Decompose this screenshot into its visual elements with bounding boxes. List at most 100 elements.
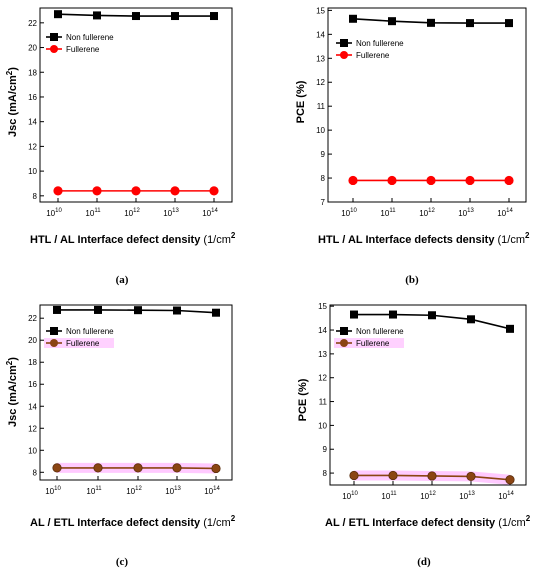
y-axis-label: PCE (%) <box>295 80 307 123</box>
y-axis-label: PCE (%) <box>297 378 309 421</box>
data-point-circle <box>52 463 62 473</box>
data-point-circle <box>387 175 397 186</box>
x-tick-label: 1013 <box>459 491 475 501</box>
legend: Non fullerene Fullerene <box>44 327 114 348</box>
data-point-circle <box>92 186 102 196</box>
plot-frame <box>329 304 527 486</box>
legend-marker-circle <box>50 45 58 53</box>
y-tick-label: 10 <box>28 446 37 455</box>
y-tick-label: 7 <box>321 198 326 207</box>
x-axis-label: HTL / AL Interface defect density (1/cm2 <box>30 231 236 246</box>
y-tick-label: 20 <box>28 336 37 345</box>
data-point-square <box>349 14 357 23</box>
data-point-circle <box>426 175 436 186</box>
data-point-circle <box>427 471 437 481</box>
data-point-circle <box>93 463 103 473</box>
legend-marker-circle <box>340 339 348 347</box>
series-0 <box>350 310 514 333</box>
y-tick-label: 15 <box>318 302 327 311</box>
y-tick-label: 9 <box>321 150 326 159</box>
legend-highlight <box>44 338 114 348</box>
y-tick-label: 8 <box>33 468 38 477</box>
x-axis-label: HTL / AL Interface defects density (1/cm… <box>318 231 530 246</box>
panel-caption: (b) <box>405 274 419 286</box>
data-point-circle <box>133 463 143 473</box>
data-point-square <box>54 10 62 19</box>
y-tick-label: 11 <box>317 102 326 111</box>
plot-frame <box>39 304 233 481</box>
data-point-square <box>506 324 514 333</box>
x-axis-label: AL / ETL Interface defect density (1/cm2 <box>30 514 236 529</box>
y-tick-label: 22 <box>28 314 37 323</box>
data-point-square <box>53 305 61 314</box>
data-point-square <box>94 305 102 314</box>
y-tick-label: 15 <box>316 6 325 15</box>
legend: Non fullerene Fullerene <box>46 33 114 54</box>
y-tick-label: 12 <box>318 374 327 383</box>
data-point-square <box>389 310 397 319</box>
x-tick-label: 1010 <box>45 486 61 496</box>
y-tick-label: 8 <box>323 469 328 478</box>
panel-caption: (d) <box>417 556 431 568</box>
data-point-square <box>173 306 181 315</box>
y-tick-label: 10 <box>316 126 325 135</box>
y-tick-label: 13 <box>318 350 327 359</box>
data-point-square <box>93 11 101 20</box>
y-tick-label: 16 <box>28 93 37 102</box>
panel-caption: (a) <box>116 274 129 286</box>
x-tick-label: 1014 <box>204 486 220 496</box>
x-tick-label: 1012 <box>124 208 140 218</box>
x-axis-label: AL / ETL Interface defect density (1/cm2 <box>325 514 531 529</box>
x-tick-label: 1013 <box>163 208 179 218</box>
x-tick-label: 1010 <box>341 208 357 218</box>
legend: Non fullerene Fullerene <box>336 39 404 60</box>
y-tick-label: 12 <box>28 424 37 433</box>
x-tick-label: 1012 <box>126 486 142 496</box>
data-point-square <box>505 19 513 28</box>
y-axis-label: Jsc (mA/cm2) <box>5 67 19 137</box>
y-tick-label: 10 <box>318 421 327 430</box>
series-0 <box>54 10 218 21</box>
legend-marker-square <box>50 33 58 41</box>
legend-label: Fullerene <box>356 339 390 348</box>
legend-marker-square <box>340 327 348 335</box>
series-0 <box>349 14 513 28</box>
y-tick-label: 8 <box>321 174 326 183</box>
panel-caption: (c) <box>116 556 129 568</box>
data-point-square <box>388 17 396 26</box>
x-tick-label: 1012 <box>419 208 435 218</box>
legend-marker-circle <box>340 51 348 59</box>
legend-marker-square <box>340 39 348 47</box>
x-tick-label: 1011 <box>380 208 396 218</box>
data-point-square <box>210 12 218 21</box>
x-tick-label: 1013 <box>458 208 474 218</box>
y-tick-label: 14 <box>28 118 37 127</box>
x-tick-label: 1011 <box>381 491 397 501</box>
plot-frame <box>327 7 527 203</box>
data-point-circle <box>466 471 476 482</box>
series-1 <box>52 462 221 474</box>
data-point-circle <box>504 175 514 186</box>
data-point-square <box>134 306 142 315</box>
data-point-square <box>466 19 474 28</box>
legend-label: Fullerene <box>66 45 100 54</box>
legend-marker-square <box>50 327 58 335</box>
y-tick-label: 13 <box>316 54 325 63</box>
x-tick-label: 1014 <box>497 208 513 218</box>
data-point-square <box>171 12 179 21</box>
series-1 <box>348 175 514 186</box>
y-tick-label: 16 <box>28 380 37 389</box>
legend-label: Fullerene <box>66 339 100 348</box>
data-point-circle <box>131 186 141 196</box>
data-point-circle <box>349 470 359 481</box>
data-point-circle <box>348 175 358 186</box>
y-tick-label: 11 <box>319 398 328 407</box>
x-tick-label: 1011 <box>85 208 101 218</box>
data-point-circle <box>172 463 182 473</box>
x-tick-label: 1014 <box>498 491 514 501</box>
